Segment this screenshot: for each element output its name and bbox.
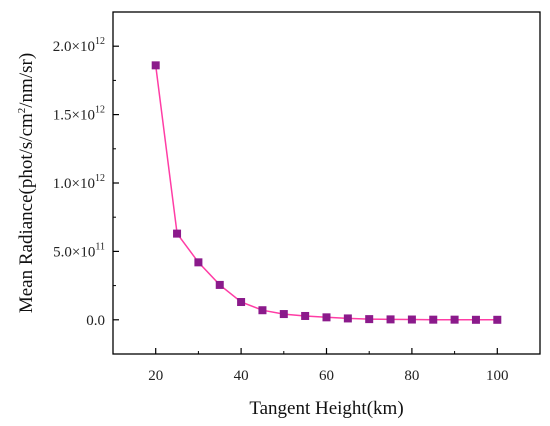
data-point <box>301 311 310 320</box>
y-axis-title-main: Mean Radiance(phot/s/cm <box>16 113 37 313</box>
y-tick-mantissa: 1.0×10 <box>53 176 95 192</box>
data-point <box>386 315 395 324</box>
y-tick-mantissa: 0.0 <box>86 313 105 329</box>
data-point <box>279 310 288 319</box>
y-axis-title: Mean Radiance(phot/s/cm2/nm/sr) <box>16 53 37 313</box>
data-point <box>322 313 331 322</box>
series-line <box>154 65 498 321</box>
x-tick-label: 60 <box>319 368 334 384</box>
data-point <box>258 306 267 315</box>
x-tick-label: 100 <box>486 368 509 384</box>
data-point <box>493 315 502 324</box>
data-point <box>194 258 203 267</box>
y-tick-exponent: 12 <box>95 105 105 116</box>
data-point <box>237 298 246 307</box>
y-tick-label: 2.0×1012 <box>53 36 105 55</box>
y-tick-label: 1.0×1012 <box>53 173 105 192</box>
x-tick-label: 80 <box>404 368 419 384</box>
y-axis-title-sup: 2 <box>16 108 28 114</box>
x-axis-title: Tangent Height(km) <box>249 398 403 419</box>
y-tick-exponent: 12 <box>95 173 105 184</box>
y-tick-label: 0.0 <box>86 313 105 329</box>
data-point <box>343 314 352 323</box>
series-layer <box>151 61 502 324</box>
y-tick-mantissa: 2.0×10 <box>53 39 95 55</box>
plot-frame <box>112 11 541 355</box>
y-tick-mantissa: 5.0×10 <box>53 244 95 260</box>
x-tick-label: 40 <box>234 368 249 384</box>
y-tick-exponent: 11 <box>95 241 105 252</box>
x-axis-ticks: 20 40 60 80 100 <box>148 348 541 384</box>
x-tick-label: 20 <box>148 368 163 384</box>
data-point <box>365 315 374 324</box>
data-point <box>450 315 459 324</box>
y-tick-exponent: 12 <box>95 36 105 47</box>
data-point <box>471 315 480 324</box>
data-point <box>407 315 416 324</box>
data-point <box>429 315 438 324</box>
y-axis-title-rest: /nm/sr) <box>16 53 37 108</box>
data-point <box>215 280 224 289</box>
y-tick-label: 5.0×1011 <box>53 241 105 260</box>
data-point <box>173 229 182 238</box>
data-point <box>151 61 160 70</box>
y-tick-label: 1.5×1012 <box>53 105 105 124</box>
y-tick-mantissa: 1.5×10 <box>53 108 95 124</box>
